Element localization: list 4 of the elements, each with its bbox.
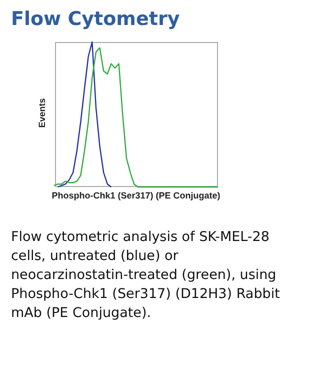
text: Flow cytometric analysis of SK-MEL-28 cells, untreated (blue) or neocarzinostatin-treated (green), using Phospho-Chk1 (Ser317) (D12H3) Rabbit mAb (PE Conjugate). (11, 228, 281, 323)
chart-title: Flow Cytometry (11, 8, 181, 30)
y-axis-title: Events (37, 98, 47, 128)
x-axis-title: Phospho-Chk1 (Ser317) (PE Conjugate) (52, 190, 220, 200)
